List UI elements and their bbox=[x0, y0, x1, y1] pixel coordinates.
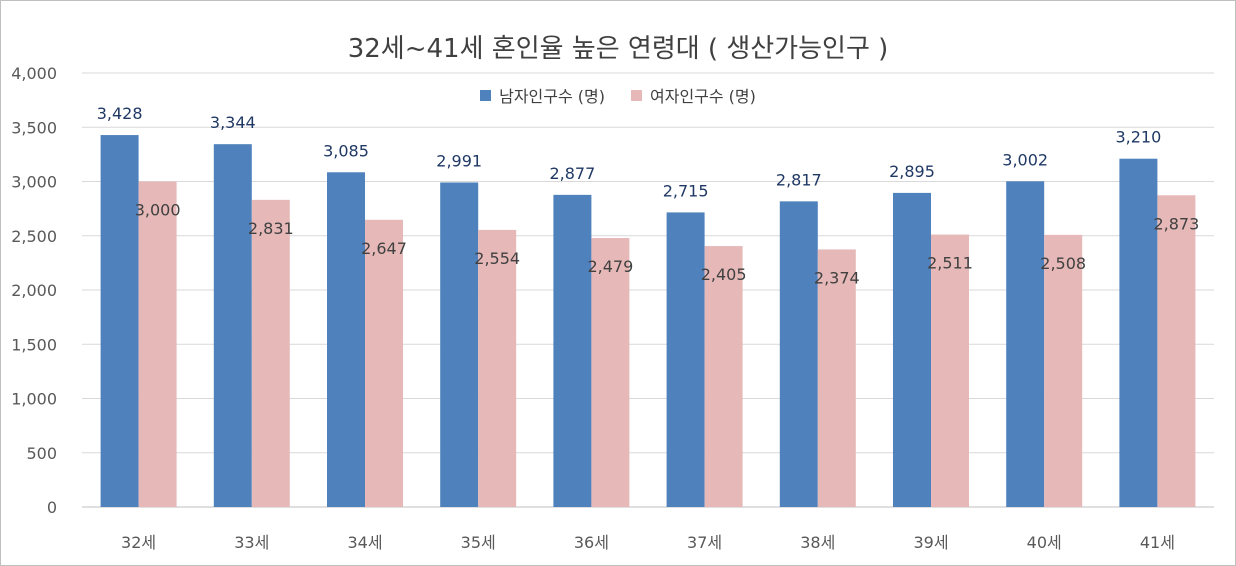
legend: 남자인구수 (명) 여자인구수 (명) bbox=[0, 83, 1236, 107]
legend-item-female: 여자인구수 (명) bbox=[631, 83, 756, 107]
legend-swatch-female bbox=[631, 89, 642, 101]
legend-swatch-male bbox=[480, 89, 492, 101]
legend-item-male: 남자인구수 (명) bbox=[480, 83, 605, 107]
legend-label-female: 여자인구수 (명) bbox=[650, 87, 756, 106]
chart-title: 32세~41세 혼인율 높은 연령대 ( 생산가능인구 ) bbox=[347, 34, 889, 64]
legend-label-male: 남자인구수 (명) bbox=[499, 87, 605, 106]
